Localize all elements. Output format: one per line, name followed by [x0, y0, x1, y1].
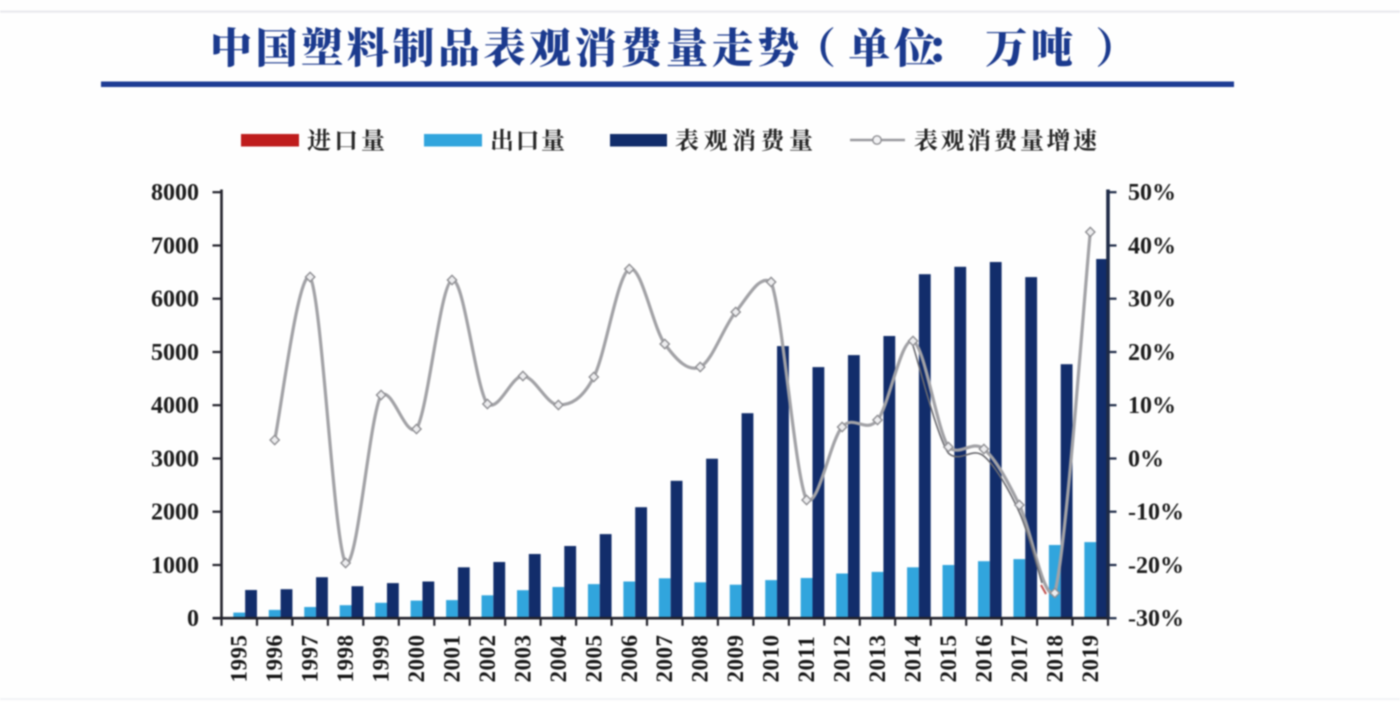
- svg-text:-10%: -10%: [1128, 500, 1184, 526]
- svg-text:2015: 2015: [936, 635, 961, 683]
- svg-text:2003: 2003: [510, 635, 535, 683]
- svg-text:40%: 40%: [1128, 234, 1176, 260]
- svg-text:2006: 2006: [617, 635, 642, 683]
- svg-text:2007: 2007: [652, 635, 677, 683]
- svg-text:1997: 1997: [298, 635, 323, 683]
- svg-text:2013: 2013: [865, 635, 890, 683]
- svg-text:-20%: -20%: [1128, 553, 1184, 579]
- svg-text:1000: 1000: [151, 553, 199, 579]
- svg-text:2004: 2004: [546, 635, 571, 683]
- svg-text:2008: 2008: [688, 635, 713, 683]
- svg-text:2011: 2011: [794, 636, 819, 683]
- svg-text:0: 0: [187, 606, 199, 632]
- svg-text:30%: 30%: [1128, 287, 1176, 313]
- svg-text:2005: 2005: [581, 635, 606, 683]
- svg-text:5000: 5000: [151, 340, 199, 366]
- svg-text:2018: 2018: [1042, 635, 1067, 683]
- svg-text:10%: 10%: [1128, 393, 1176, 419]
- svg-text:8000: 8000: [151, 180, 199, 206]
- svg-text:50%: 50%: [1128, 180, 1176, 206]
- svg-text:20%: 20%: [1128, 340, 1176, 366]
- svg-text:2002: 2002: [475, 635, 500, 683]
- svg-text:4000: 4000: [151, 393, 199, 419]
- svg-text:1996: 1996: [262, 635, 287, 683]
- svg-text:2019: 2019: [1078, 635, 1103, 683]
- svg-text:2009: 2009: [723, 635, 748, 683]
- svg-text:0%: 0%: [1128, 447, 1164, 473]
- svg-text:2017: 2017: [1007, 635, 1032, 683]
- svg-text:2010: 2010: [759, 635, 784, 683]
- svg-text:3000: 3000: [151, 447, 199, 473]
- svg-text:1998: 1998: [333, 635, 358, 683]
- svg-text:2000: 2000: [151, 500, 199, 526]
- svg-text:2000: 2000: [404, 635, 429, 683]
- svg-text:2016: 2016: [971, 635, 996, 683]
- svg-text:1995: 1995: [227, 635, 252, 683]
- svg-text:7000: 7000: [151, 234, 199, 260]
- svg-text:2001: 2001: [440, 635, 465, 683]
- svg-text:-30%: -30%: [1128, 606, 1184, 632]
- svg-text:2014: 2014: [901, 635, 926, 683]
- svg-text:1999: 1999: [369, 635, 394, 683]
- svg-text:6000: 6000: [151, 287, 199, 313]
- svg-text:2012: 2012: [830, 635, 855, 683]
